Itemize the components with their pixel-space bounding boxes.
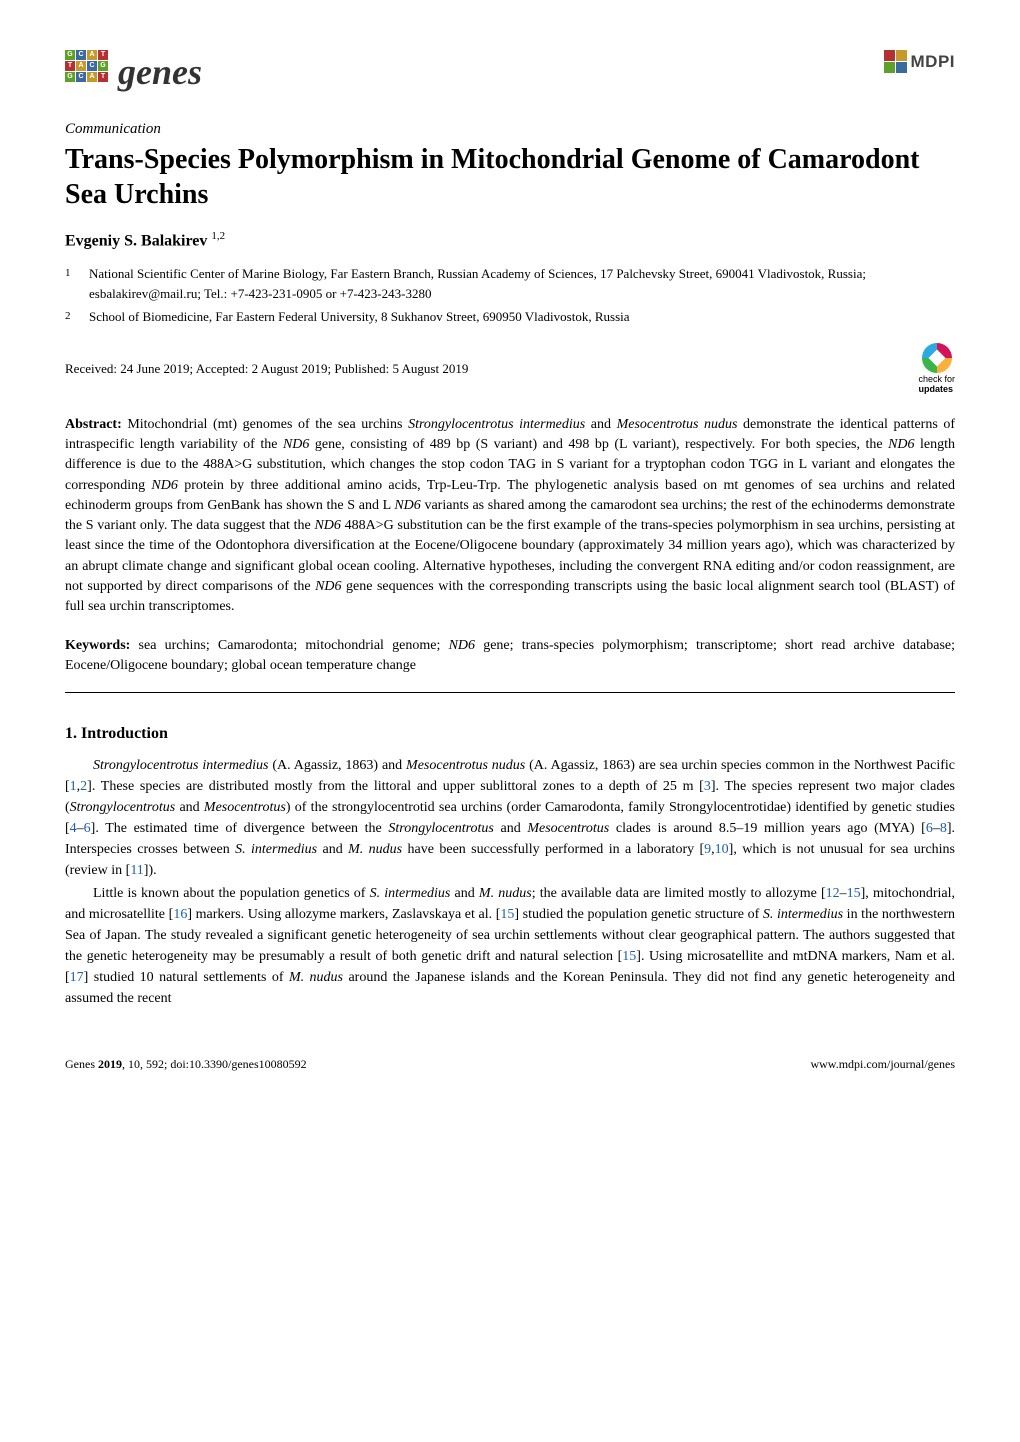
affiliation-number: 2 bbox=[65, 307, 75, 327]
affiliation-text: National Scientific Center of Marine Bio… bbox=[89, 264, 955, 303]
check-for-updates-badge[interactable]: check for updates bbox=[918, 343, 955, 395]
check-updates-icon bbox=[922, 343, 952, 373]
abstract-label: Abstract: bbox=[65, 417, 122, 432]
publication-dates: Received: 24 June 2019; Accepted: 2 Augu… bbox=[65, 361, 468, 377]
author-name: Evgeniy S. Balakirev bbox=[65, 232, 207, 249]
footer-row: Genes 2019, 10, 592; doi:10.3390/genes10… bbox=[65, 1057, 955, 1072]
body-paragraph: Little is known about the population gen… bbox=[65, 883, 955, 1009]
footer-citation: Genes 2019, 10, 592; doi:10.3390/genes10… bbox=[65, 1057, 307, 1072]
affiliation-row: 2 School of Biomedicine, Far Eastern Fed… bbox=[65, 307, 955, 327]
affiliations-block: 1 National Scientific Center of Marine B… bbox=[65, 264, 955, 327]
abstract-text: Mitochondrial (mt) genomes of the sea ur… bbox=[65, 417, 955, 615]
footer-link[interactable]: www.mdpi.com/journal/genes bbox=[810, 1057, 955, 1071]
journal-logo-text: genes bbox=[118, 51, 202, 93]
author-line: Evgeniy S. Balakirev 1,2 bbox=[65, 230, 955, 250]
header-row: G C A T T A C G G C A T genes MDPI bbox=[65, 50, 955, 93]
section-heading: 1. Introduction bbox=[65, 725, 955, 743]
publisher-logo-text: MDPI bbox=[911, 52, 956, 72]
publisher-logo-grid bbox=[884, 50, 907, 73]
footer-journal: Genes bbox=[65, 1057, 95, 1071]
affiliation-row: 1 National Scientific Center of Marine B… bbox=[65, 264, 955, 303]
check-updates-text: check for updates bbox=[918, 375, 955, 395]
article-type: Communication bbox=[65, 121, 955, 138]
footer-url[interactable]: www.mdpi.com/journal/genes bbox=[810, 1057, 955, 1072]
keywords-label: Keywords: bbox=[65, 638, 130, 653]
affiliation-text: School of Biomedicine, Far Eastern Feder… bbox=[89, 307, 955, 327]
abstract-block: Abstract: Mitochondrial (mt) genomes of … bbox=[65, 415, 955, 618]
keywords-text: sea urchins; Camarodonta; mitochondrial … bbox=[65, 638, 955, 673]
body-paragraph: Strongylocentrotus intermedius (A. Agass… bbox=[65, 755, 955, 881]
check-updates-line1: check for bbox=[918, 374, 955, 384]
section-divider bbox=[65, 692, 955, 693]
check-updates-line2: updates bbox=[918, 384, 953, 394]
journal-logo-grid: G C A T T A C G G C A T bbox=[65, 50, 108, 93]
affiliation-number: 1 bbox=[65, 264, 75, 303]
publisher-logo: MDPI bbox=[884, 50, 956, 73]
article-title: Trans-Species Polymorphism in Mitochondr… bbox=[65, 142, 955, 212]
keywords-block: Keywords: sea urchins; Camarodonta; mito… bbox=[65, 636, 955, 677]
dates-row: Received: 24 June 2019; Accepted: 2 Augu… bbox=[65, 343, 955, 395]
journal-logo: G C A T T A C G G C A T genes bbox=[65, 50, 202, 93]
author-affiliation-refs: 1,2 bbox=[211, 230, 225, 242]
